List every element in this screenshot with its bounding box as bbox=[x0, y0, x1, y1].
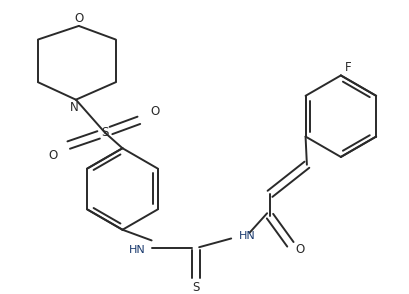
Text: S: S bbox=[101, 126, 109, 139]
Text: O: O bbox=[74, 12, 83, 25]
Text: HN: HN bbox=[129, 245, 146, 255]
Text: S: S bbox=[193, 280, 200, 293]
Text: F: F bbox=[345, 61, 352, 74]
Text: O: O bbox=[48, 148, 57, 161]
Text: O: O bbox=[295, 243, 305, 256]
Text: O: O bbox=[150, 105, 159, 118]
Text: N: N bbox=[70, 101, 79, 114]
Text: HN: HN bbox=[239, 230, 256, 240]
